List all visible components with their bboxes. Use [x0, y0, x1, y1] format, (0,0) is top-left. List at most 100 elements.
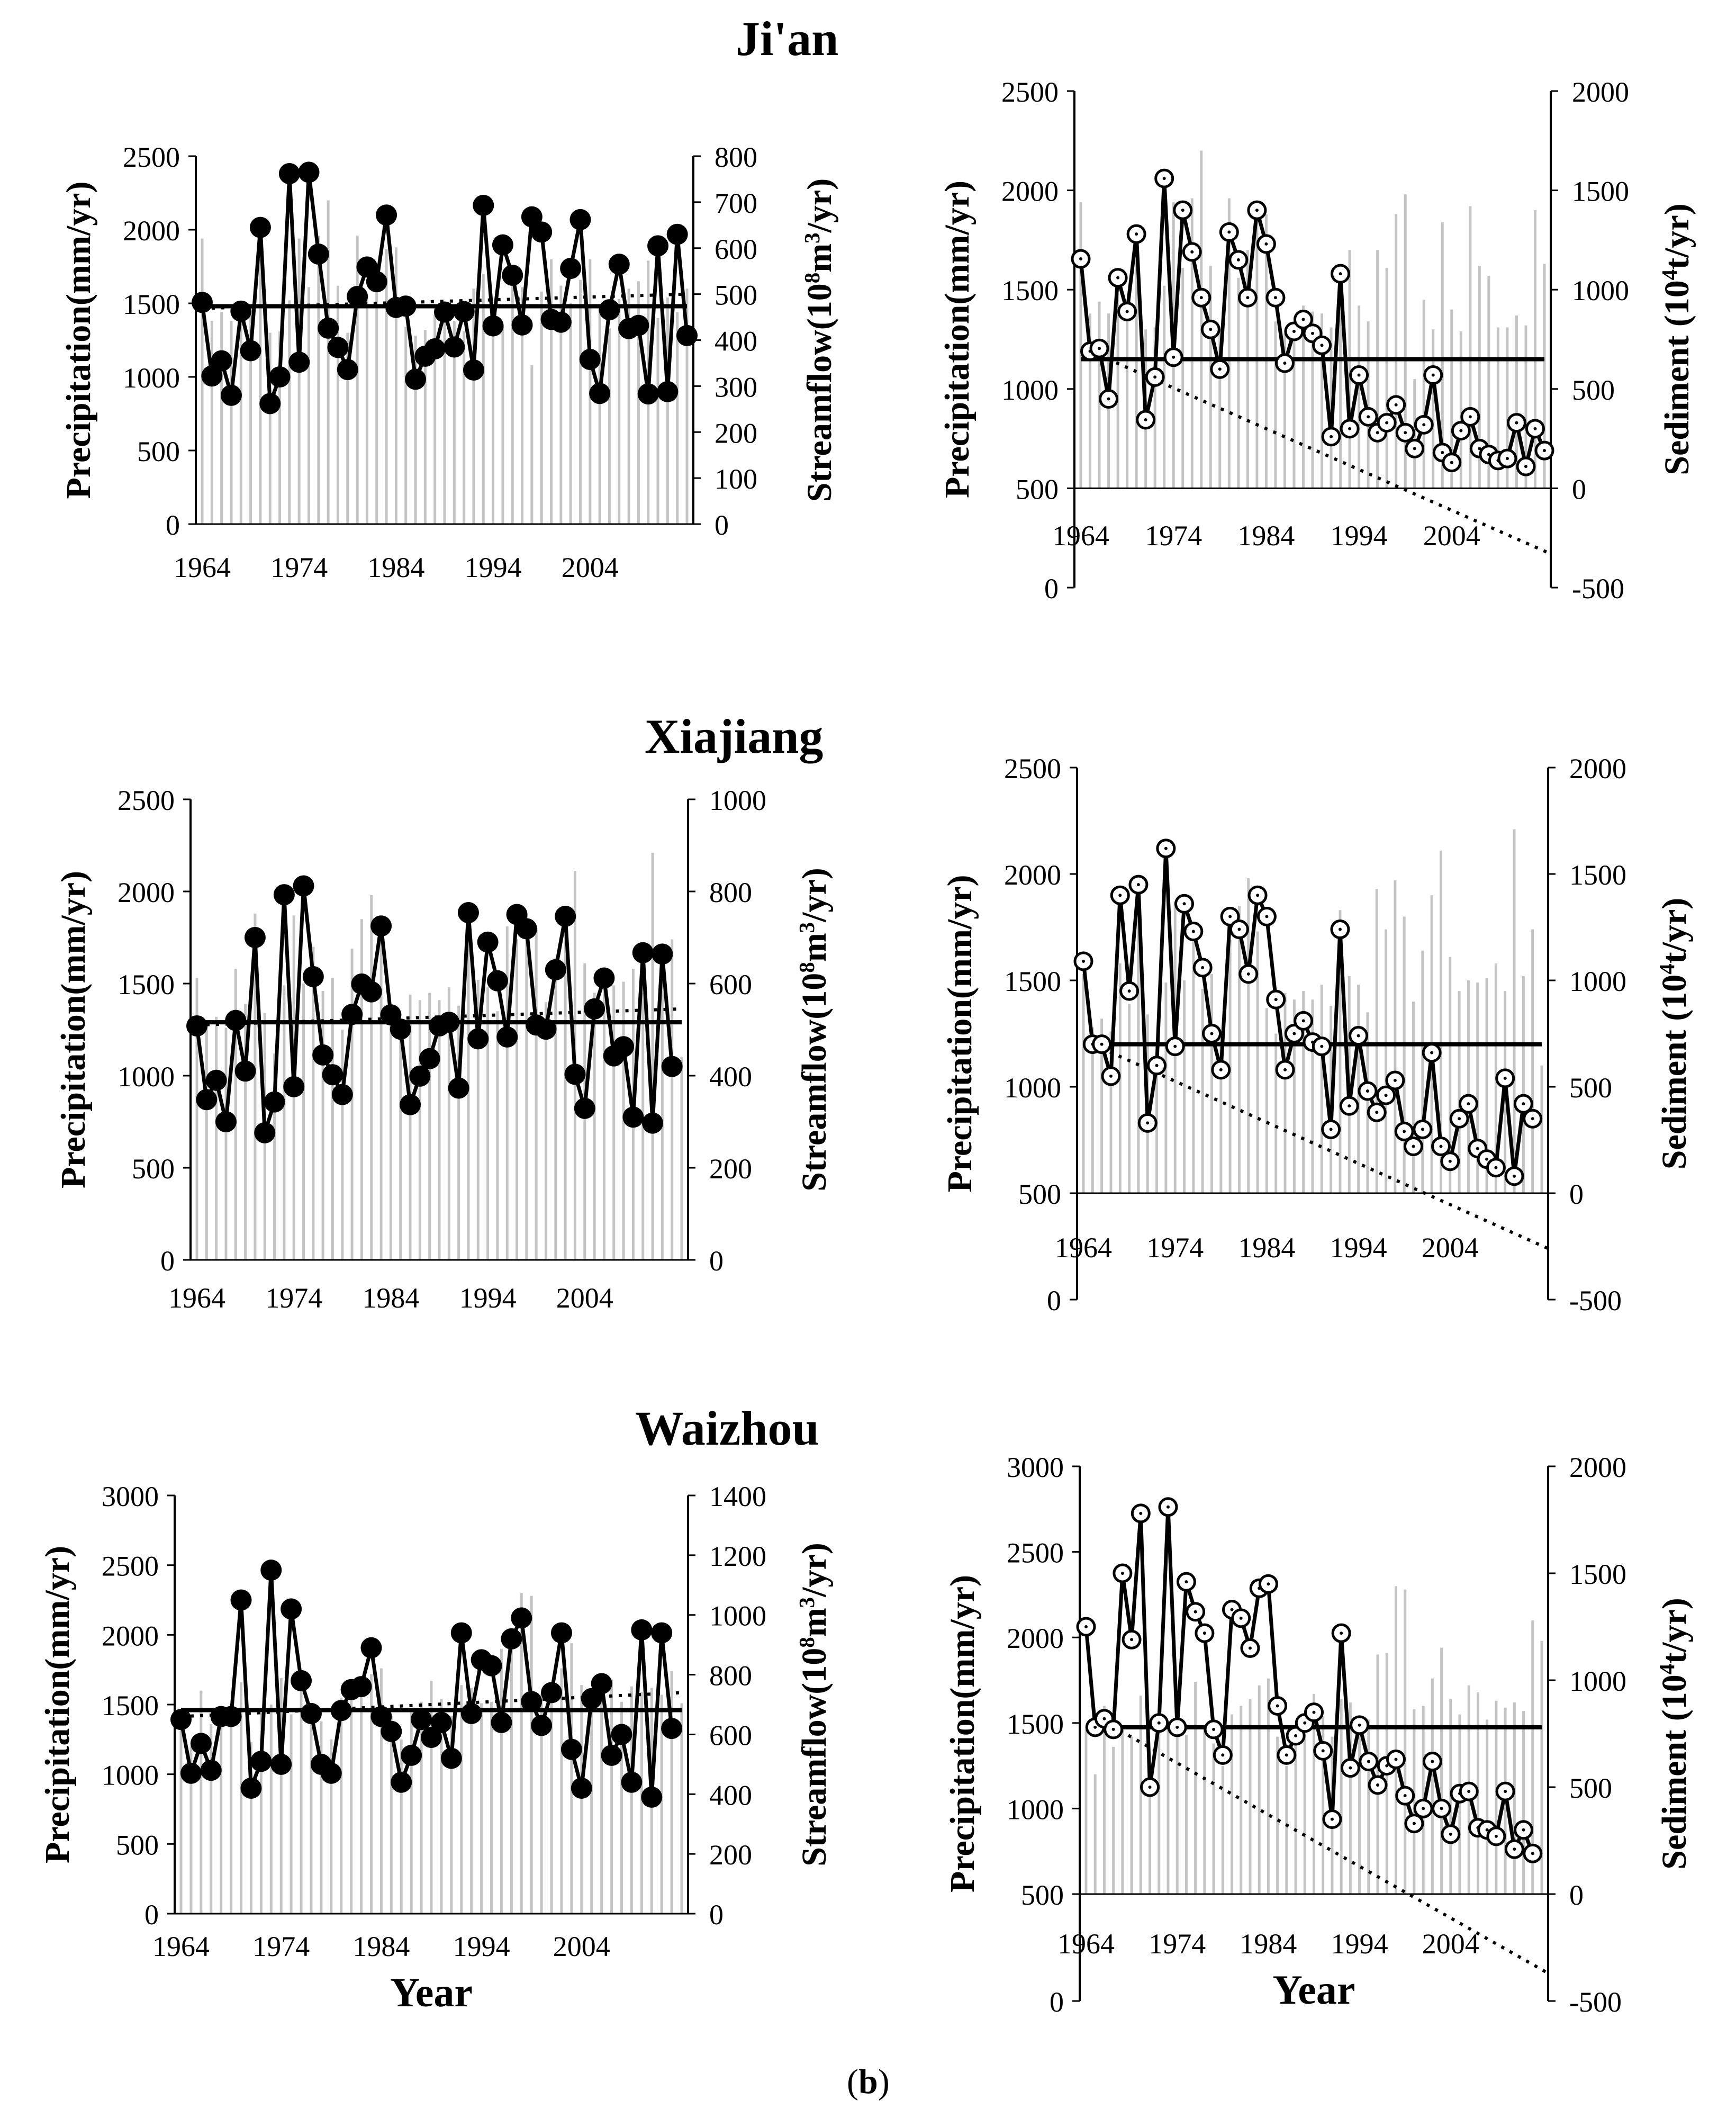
streamflow-point: [652, 943, 673, 965]
precip-bar: [651, 852, 654, 1260]
sediment-point-center: [1107, 397, 1110, 401]
streamflow-point: [521, 1691, 542, 1713]
sediment-point-center: [1522, 1828, 1525, 1832]
precip-bar: [1091, 1027, 1094, 1193]
x-tick-label: 1964: [174, 552, 231, 583]
precip-bar: [369, 1674, 373, 1914]
sediment-point-center: [1339, 272, 1342, 276]
precip-bar: [312, 947, 315, 1260]
sediment-point-center: [1194, 1610, 1197, 1614]
precip-bar: [321, 990, 324, 1260]
sediment-trend-line: [1092, 1042, 1549, 1250]
right-tick-label: 400: [709, 1061, 752, 1093]
streamflow-point: [180, 1762, 202, 1784]
streamflow-point: [481, 1655, 502, 1677]
x-tick-label: 1994: [465, 552, 522, 583]
precip-bar: [1137, 899, 1140, 1193]
precip-bar: [394, 247, 397, 524]
precip-bar: [308, 287, 311, 524]
sediment-point-center: [1504, 1790, 1507, 1793]
sediment-point-center: [1164, 846, 1168, 850]
precip-bar: [1513, 829, 1516, 1193]
x-tick-label: 2004: [553, 1931, 610, 1962]
streamflow-point: [220, 384, 242, 406]
precip-bar: [618, 299, 621, 524]
streamflow-point: [234, 1060, 256, 1082]
precip-bar: [240, 1682, 243, 1914]
right-axis-title: Streamflow(108m3/yr): [795, 868, 834, 1192]
streamflow-point: [347, 285, 368, 307]
sediment-point-center: [1422, 1807, 1425, 1810]
station-title-xiajiang: Xiajiang: [645, 709, 824, 763]
streamflow-point: [302, 966, 324, 987]
right-tick-label: 700: [715, 187, 757, 219]
streamflow-point: [491, 1711, 512, 1733]
precip-bar: [1285, 1765, 1288, 1894]
right-tick-label: 200: [715, 417, 757, 449]
precip-bar: [443, 319, 446, 524]
precip-bar: [1246, 250, 1249, 489]
sediment-point-center: [1209, 328, 1213, 331]
sediment-point-center: [1111, 1727, 1115, 1731]
sediment-point-center: [1166, 1505, 1170, 1509]
sediment-point-center: [1543, 449, 1546, 453]
left-tick-label: 2000: [123, 215, 180, 247]
precip-bar: [578, 280, 582, 524]
left-tick-label: 2000: [1001, 176, 1059, 208]
precip-bar: [1522, 1711, 1525, 1894]
precip-bar: [670, 1671, 673, 1914]
precip-bar: [220, 1707, 223, 1914]
precip-bar: [350, 1690, 353, 1914]
sediment-point-center: [1467, 1102, 1470, 1106]
precip-bar: [389, 1007, 392, 1260]
streamflow-trend-line: [180, 1691, 682, 1718]
precip-bar: [1079, 202, 1082, 489]
sediment-point-center: [1130, 1638, 1134, 1642]
precip-bar: [399, 1030, 402, 1260]
precip-bar: [1313, 1693, 1315, 1894]
left-tick-label: 500: [1016, 473, 1059, 505]
sediment-point-center: [1503, 1076, 1507, 1080]
right-tick-label: 600: [709, 1719, 752, 1751]
streamflow-point: [434, 301, 455, 323]
precip-bar: [666, 297, 669, 524]
streamflow-point: [308, 244, 329, 265]
precip-bar: [1301, 305, 1305, 489]
streamflow-point: [632, 942, 654, 963]
precip-bar: [1540, 1641, 1543, 1894]
precip-bar: [1413, 1709, 1416, 1894]
streamflow-point: [409, 1065, 431, 1087]
precip-bar: [492, 315, 495, 524]
precip-bar: [1540, 1065, 1543, 1193]
sediment-point-center: [1487, 453, 1490, 456]
precip-bar: [1237, 277, 1240, 489]
sediment-point-center: [1082, 959, 1085, 963]
right-axis-title: Sediment (104t/yr): [1655, 898, 1694, 1170]
precip-bar: [430, 1681, 433, 1914]
precip-bar: [501, 327, 504, 524]
precip-bar: [1292, 325, 1296, 489]
left-tick-label: 0: [160, 1245, 175, 1277]
precip-bar: [1183, 980, 1186, 1193]
sediment-point-center: [1303, 1721, 1307, 1725]
precip-bar: [418, 1000, 421, 1260]
precip-bar: [1404, 1589, 1407, 1894]
precip-bar: [375, 274, 378, 524]
precip-bar: [1116, 293, 1119, 489]
precip-bar: [530, 365, 534, 524]
streamflow-point: [637, 383, 659, 405]
sediment-point-center: [1385, 1764, 1389, 1768]
sediment-point-center: [1079, 257, 1082, 261]
precip-bar: [598, 309, 601, 524]
left-tick-label: 0: [1044, 573, 1059, 605]
precip-bar: [1467, 980, 1470, 1193]
precip-bar: [189, 1746, 193, 1914]
precip-bar: [593, 993, 596, 1260]
sediment-point-center: [1476, 1147, 1479, 1150]
streamflow-point: [230, 300, 252, 322]
precip-bar: [559, 285, 563, 524]
streamflow-point: [240, 1778, 262, 1799]
left-tick-label: 2500: [102, 1551, 159, 1582]
precip-bar: [1126, 305, 1129, 489]
x-tick-label: 1994: [1331, 1928, 1388, 1960]
